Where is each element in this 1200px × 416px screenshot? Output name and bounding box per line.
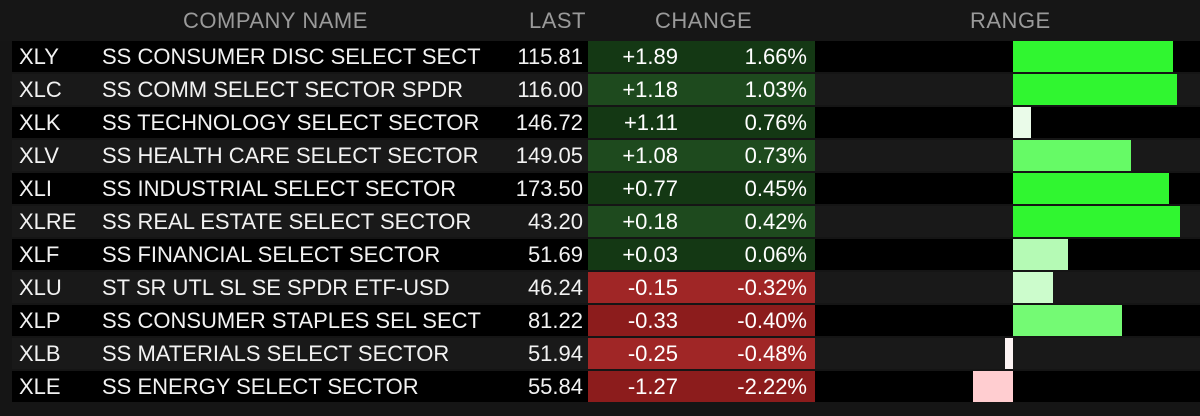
company-name: SS REAL ESTATE SELECT SECTOR xyxy=(102,209,472,234)
table-row[interactable]: XLY SS CONSUMER DISC SELECT SECT 115.81 … xyxy=(12,41,1200,72)
change-percent: -0.32% xyxy=(737,275,807,300)
last-price: 46.24 xyxy=(527,275,583,300)
company-name: SS INDUSTRIAL SELECT SECTOR xyxy=(102,176,457,201)
company-name: SS TECHNOLOGY SELECT SECTOR xyxy=(102,110,480,135)
ticker-symbol: XLK xyxy=(19,110,61,135)
company-name: ST SR UTL SL SE SPDR ETF-USD xyxy=(102,275,450,300)
last-price: 51.94 xyxy=(527,341,583,366)
last-price: 115.81 xyxy=(517,44,583,69)
change-percent: 0.45% xyxy=(744,176,807,201)
change-value: +1.18 xyxy=(622,77,678,102)
range-bar xyxy=(1013,206,1180,237)
last-price: 173.50 xyxy=(515,176,583,201)
range-bar xyxy=(1005,338,1013,369)
change-percent: -0.40% xyxy=(737,308,807,333)
last-price: 116.00 xyxy=(517,77,583,102)
change-value: +1.11 xyxy=(623,110,678,135)
range-bar xyxy=(1013,173,1169,204)
ticker-symbol: XLY xyxy=(19,44,59,69)
change-cell-background xyxy=(588,206,815,237)
change-cell-background xyxy=(588,41,815,72)
change-cell-background xyxy=(588,272,815,303)
change-cell-background xyxy=(588,239,815,270)
range-bar xyxy=(1013,305,1122,336)
ticker-symbol: XLE xyxy=(19,374,61,399)
change-value: +0.77 xyxy=(622,176,678,201)
table-row[interactable]: XLRE SS REAL ESTATE SELECT SECTOR 43.20 … xyxy=(12,206,1200,237)
company-name: SS MATERIALS SELECT SECTOR xyxy=(102,341,450,366)
range-bar xyxy=(1013,41,1173,72)
last-price: 149.05 xyxy=(515,143,583,168)
company-name: SS CONSUMER STAPLES SEL SECT xyxy=(102,308,481,333)
ticker-symbol: XLV xyxy=(19,143,59,168)
change-cell-background xyxy=(588,173,815,204)
range-bar xyxy=(1013,239,1068,270)
company-name: SS FINANCIAL SELECT SECTOR xyxy=(102,242,441,267)
change-value: +1.89 xyxy=(622,44,678,69)
change-value: -1.27 xyxy=(627,374,678,399)
ticker-symbol: XLRE xyxy=(19,209,77,234)
range-bar xyxy=(973,371,1013,402)
table-row[interactable]: XLU ST SR UTL SL SE SPDR ETF-USD 46.24 -… xyxy=(12,272,1200,303)
quote-rows-container: XLY SS CONSUMER DISC SELECT SECT 115.81 … xyxy=(12,41,1200,404)
ticker-symbol: XLC xyxy=(19,77,62,102)
change-value: -0.33 xyxy=(627,308,678,333)
ticker-symbol: XLP xyxy=(19,308,61,333)
change-percent: -0.48% xyxy=(737,341,807,366)
company-name: SS HEALTH CARE SELECT SECTOR xyxy=(102,143,479,168)
table-header-row: COMPANY NAME LAST CHANGE RANGE xyxy=(0,0,1200,41)
change-percent: 0.73% xyxy=(744,143,807,168)
table-row[interactable]: XLP SS CONSUMER STAPLES SEL SECT 81.22 -… xyxy=(12,305,1200,336)
range-bar xyxy=(1013,272,1053,303)
change-cell-background xyxy=(588,371,815,402)
change-cell-background xyxy=(588,140,815,171)
change-percent: 0.42% xyxy=(744,209,807,234)
company-name: SS COMM SELECT SECTOR SPDR xyxy=(102,77,464,102)
ticker-symbol: XLF xyxy=(19,242,60,267)
column-header-change: CHANGE xyxy=(655,8,753,33)
range-bar xyxy=(1013,74,1177,105)
table-row[interactable]: XLB SS MATERIALS SELECT SECTOR 51.94 -0.… xyxy=(12,338,1200,369)
column-header-last: LAST xyxy=(528,8,586,33)
table-row[interactable]: XLF SS FINANCIAL SELECT SECTOR 51.69 +0.… xyxy=(12,239,1200,270)
last-price: 51.69 xyxy=(527,242,583,267)
change-percent: 1.66% xyxy=(744,44,807,69)
company-name: SS ENERGY SELECT SECTOR xyxy=(102,374,419,399)
range-bar xyxy=(1013,140,1131,171)
change-percent: 0.06% xyxy=(744,242,807,267)
last-price: 146.72 xyxy=(515,110,583,135)
change-value: +1.08 xyxy=(622,143,678,168)
change-value: +0.18 xyxy=(622,209,678,234)
change-percent: 0.76% xyxy=(744,110,807,135)
change-cell-background xyxy=(588,107,815,138)
change-value: -0.25 xyxy=(627,341,678,366)
table-row[interactable]: XLI SS INDUSTRIAL SELECT SECTOR 173.50 +… xyxy=(12,173,1200,204)
table-row[interactable]: XLC SS COMM SELECT SECTOR SPDR 116.00 +1… xyxy=(12,74,1200,105)
last-price: 43.20 xyxy=(527,209,583,234)
ticker-symbol: XLB xyxy=(19,341,61,366)
change-value: -0.15 xyxy=(627,275,678,300)
table-row[interactable]: XLV SS HEALTH CARE SELECT SECTOR 149.05 … xyxy=(12,140,1200,171)
last-price: 55.84 xyxy=(527,374,583,399)
range-bar xyxy=(1013,107,1031,138)
table-row[interactable]: XLE SS ENERGY SELECT SECTOR 55.84 -1.27 … xyxy=(12,371,1200,402)
change-percent: -2.22% xyxy=(737,374,807,399)
change-value: +0.03 xyxy=(622,242,678,267)
change-cell-background xyxy=(588,338,815,369)
ticker-symbol: XLI xyxy=(19,176,53,201)
ticker-symbol: XLU xyxy=(19,275,62,300)
change-percent: 1.03% xyxy=(744,77,807,102)
column-header-company-name: COMPANY NAME xyxy=(183,8,368,33)
column-header-range: RANGE xyxy=(970,8,1051,33)
change-cell-background xyxy=(588,74,815,105)
table-row[interactable]: XLK SS TECHNOLOGY SELECT SECTOR 146.72 +… xyxy=(12,107,1200,138)
company-name: SS CONSUMER DISC SELECT SECT xyxy=(102,44,481,69)
last-price: 81.22 xyxy=(527,308,583,333)
change-cell-background xyxy=(588,305,815,336)
